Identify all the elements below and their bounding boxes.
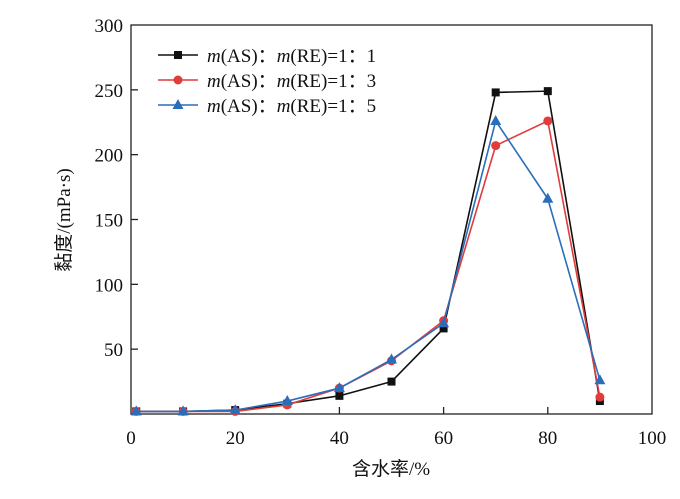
y-tick-label: 100 — [95, 275, 124, 296]
series-1 — [132, 87, 604, 416]
data-point — [130, 405, 142, 416]
series-line — [136, 119, 601, 413]
data-point — [386, 353, 397, 364]
legend-marker — [173, 75, 183, 85]
data-point — [543, 116, 553, 126]
data-point — [491, 88, 500, 97]
series-2 — [131, 116, 605, 416]
data-point — [229, 404, 241, 415]
data-point — [177, 405, 189, 416]
series-3 — [130, 114, 606, 416]
data-point — [542, 192, 554, 203]
x-tick-label: 40 — [330, 428, 349, 449]
y-tick-label: 200 — [95, 146, 124, 167]
legend-marker — [172, 99, 184, 109]
data-point — [438, 317, 450, 328]
y-tick-label: 300 — [95, 16, 124, 37]
y-tick-label: 50 — [104, 340, 123, 361]
x-tick-label: 100 — [638, 428, 667, 449]
legend-label: m(AS)：m(RE)=1：1 — [207, 46, 376, 67]
data-point — [387, 377, 396, 386]
data-point — [281, 395, 293, 406]
x-tick-label: 20 — [226, 428, 245, 449]
data-point — [594, 374, 606, 385]
legend-marker — [174, 51, 182, 59]
data-point — [491, 141, 501, 151]
y-tick-label: 250 — [95, 81, 124, 102]
data-point — [543, 87, 552, 96]
x-tick-label: 60 — [434, 428, 453, 449]
y-tick-label: 150 — [95, 211, 124, 232]
series-line — [136, 90, 601, 413]
x-tick-label: 80 — [538, 428, 557, 449]
data-point — [439, 324, 448, 333]
data-point — [490, 114, 502, 125]
legend-label: m(AS)：m(RE)=1：3 — [207, 71, 376, 92]
data-point — [333, 382, 345, 393]
y-axis-label: 黏度/(mPa·s) — [53, 168, 75, 271]
data-point — [335, 391, 344, 400]
legend-label: m(AS)：m(RE)=1：5 — [207, 96, 376, 117]
x-axis-label: 含水率/% — [352, 458, 430, 480]
x-tick-label: 0 — [126, 428, 136, 449]
data-point — [595, 392, 605, 402]
series-line — [136, 119, 601, 413]
